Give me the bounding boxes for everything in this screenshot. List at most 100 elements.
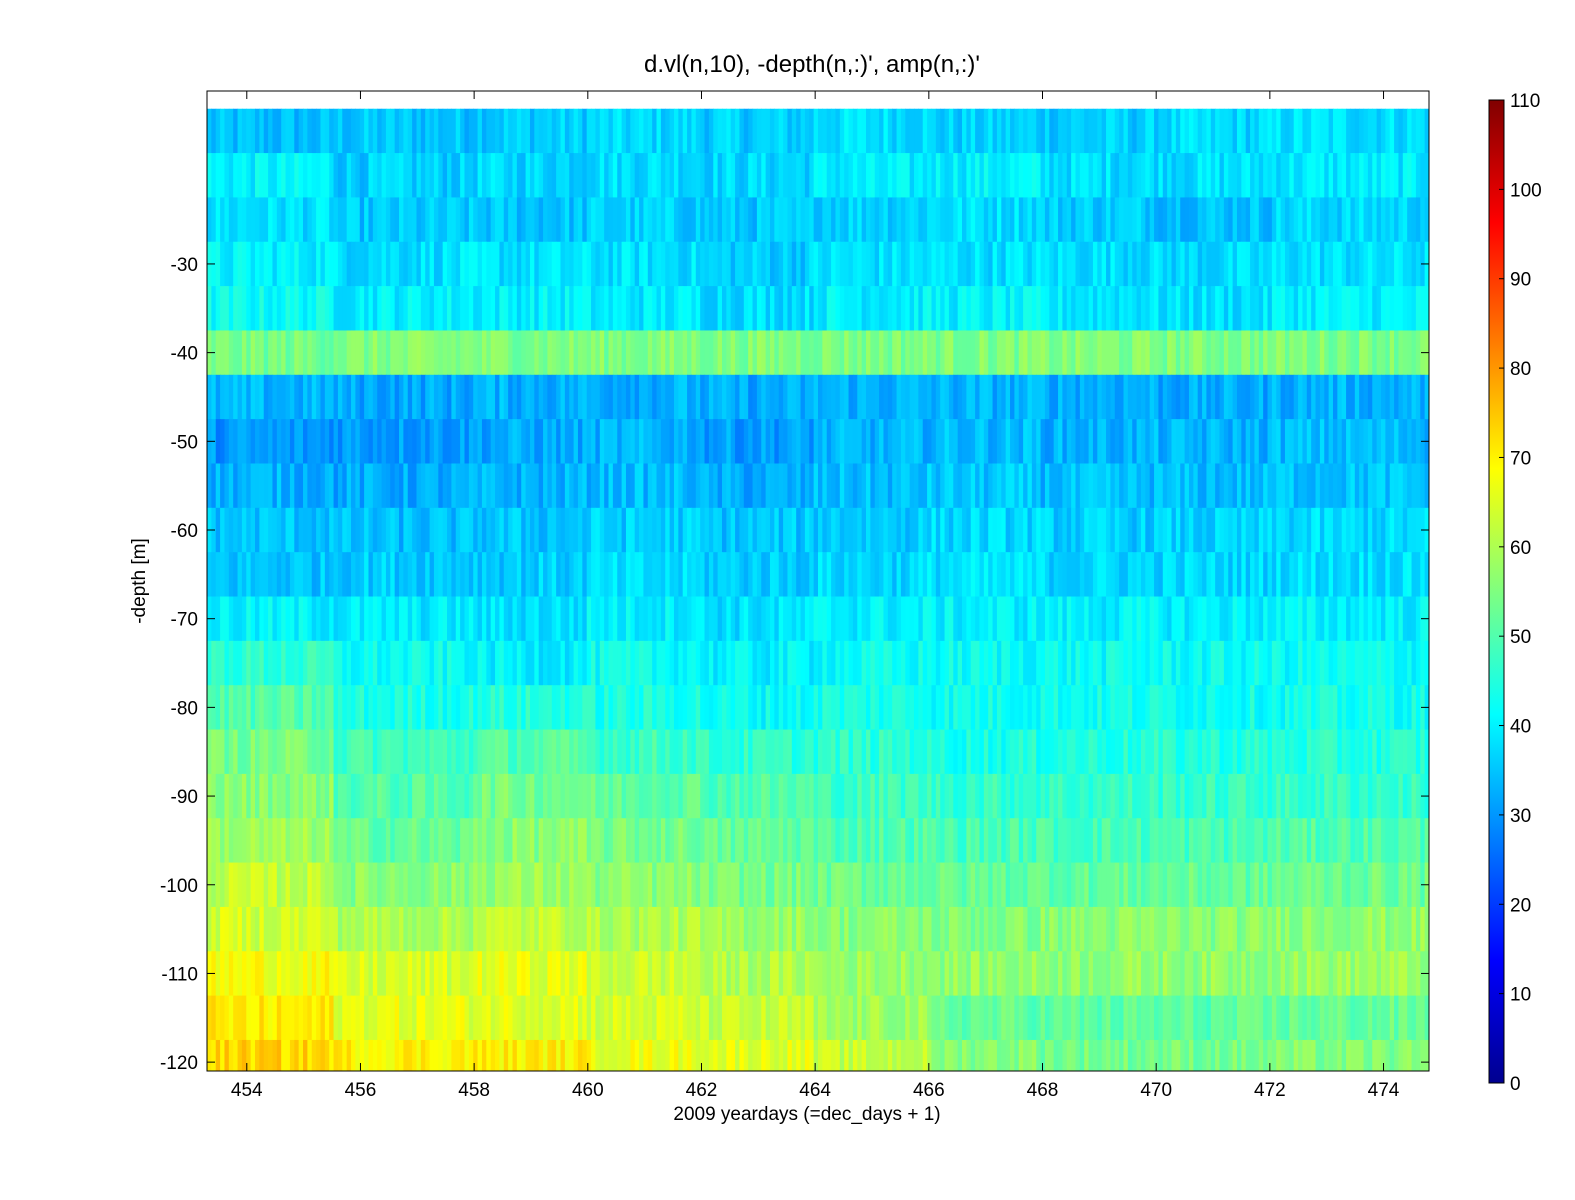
heatmap-cell — [1197, 330, 1203, 376]
heatmap-cell — [1337, 729, 1343, 775]
heatmap-cell — [1215, 197, 1221, 243]
heatmap-cell — [831, 108, 837, 154]
heatmap-cell — [604, 640, 610, 686]
heatmap-cell — [495, 773, 500, 819]
heatmap-cell — [1014, 862, 1020, 908]
heatmap-cell — [1280, 729, 1286, 775]
heatmap-cell — [761, 463, 767, 509]
heatmap-cell — [1376, 463, 1382, 509]
heatmap-cell — [1018, 286, 1024, 332]
heatmap-cell — [604, 241, 610, 287]
heatmap-cell — [1407, 241, 1413, 287]
heatmap-cell — [241, 507, 247, 553]
heatmap-cell — [1315, 596, 1321, 642]
heatmap-cell — [1328, 330, 1334, 376]
heatmap-cell — [634, 507, 640, 553]
heatmap-cell — [438, 197, 444, 243]
heatmap-cell — [726, 330, 732, 376]
heatmap-cell — [1092, 862, 1098, 908]
heatmap-cell — [900, 108, 906, 154]
heatmap-cell — [721, 773, 727, 819]
heatmap-cell — [778, 419, 784, 465]
heatmap-cell — [1149, 818, 1155, 864]
heatmap-cell — [1289, 286, 1295, 332]
heatmap-cell — [220, 241, 226, 287]
heatmap-cell — [935, 197, 941, 243]
heatmap-cell — [1162, 286, 1168, 332]
heatmap-cell — [1149, 729, 1155, 775]
heatmap-cell — [577, 330, 583, 376]
heatmap-cell — [490, 463, 496, 509]
heatmap-cell — [591, 596, 597, 642]
heatmap-cell — [673, 773, 679, 819]
heatmap-cell — [490, 862, 496, 908]
heatmap-cell — [809, 286, 815, 332]
heatmap-cell — [774, 463, 780, 509]
heatmap-cell — [1154, 241, 1160, 287]
heatmap-cell — [215, 552, 221, 598]
heatmap-cell — [966, 818, 972, 864]
heatmap-cell — [748, 685, 754, 731]
heatmap-cell — [822, 374, 828, 420]
heatmap-cell — [739, 552, 745, 598]
heatmap-cell — [1036, 374, 1042, 420]
heatmap-cell — [940, 241, 946, 287]
heatmap-cell — [1049, 596, 1055, 642]
heatmap-cell — [905, 463, 911, 509]
heatmap-cell — [560, 729, 566, 775]
heatmap-cell — [468, 773, 474, 819]
heatmap-cell — [948, 463, 954, 509]
heatmap-cell — [329, 507, 335, 553]
heatmap-cell — [416, 374, 422, 420]
heatmap-cell — [1337, 596, 1343, 642]
heatmap-cell — [246, 596, 252, 642]
heatmap-cell — [682, 685, 688, 731]
heatmap-cell — [359, 197, 365, 243]
heatmap-cell — [333, 286, 339, 332]
heatmap-cell — [944, 640, 950, 686]
heatmap-cell — [713, 330, 719, 376]
heatmap-cell — [381, 374, 387, 420]
heatmap-cell — [556, 108, 562, 154]
heatmap-cell — [717, 241, 723, 287]
heatmap-cell — [1027, 640, 1033, 686]
heatmap-cell — [220, 818, 226, 864]
heatmap-cell — [233, 552, 239, 598]
heatmap-cell — [1341, 419, 1347, 465]
heatmap-cell — [660, 330, 666, 376]
heatmap-cell — [927, 507, 933, 553]
heatmap-cell — [669, 818, 675, 864]
heatmap-cell — [372, 552, 378, 598]
heatmap-cell — [569, 862, 575, 908]
heatmap-cell — [342, 507, 348, 553]
heatmap-cell — [1254, 596, 1260, 642]
heatmap-cell — [364, 108, 370, 154]
heatmap-cell — [508, 818, 514, 864]
heatmap-cell — [1311, 596, 1317, 642]
heatmap-cell — [700, 685, 706, 731]
heatmap-cell — [874, 818, 880, 864]
heatmap-cell — [643, 241, 649, 287]
heatmap-cell — [704, 153, 710, 199]
heatmap-cell — [1354, 153, 1360, 199]
heatmap-cell — [1215, 862, 1221, 908]
heatmap-cell — [726, 640, 732, 686]
heatmap-cell — [477, 818, 483, 864]
heatmap-cell — [892, 419, 898, 465]
heatmap-cell — [416, 419, 422, 465]
heatmap-cell — [1254, 552, 1260, 598]
heatmap-cell — [333, 241, 339, 287]
heatmap-cell — [1119, 862, 1125, 908]
heatmap-cell — [892, 640, 898, 686]
heatmap-cell — [289, 818, 295, 864]
heatmap-cell — [765, 862, 771, 908]
heatmap-cell — [1376, 374, 1382, 420]
heatmap-cell — [1027, 729, 1033, 775]
heatmap-cell — [669, 108, 675, 154]
heatmap-cell — [1411, 241, 1417, 287]
heatmap-cell — [756, 241, 762, 287]
heatmap-cell — [822, 241, 828, 287]
heatmap-cell — [1145, 640, 1151, 686]
heatmap-cell — [477, 596, 483, 642]
heatmap-cell — [1215, 729, 1221, 775]
